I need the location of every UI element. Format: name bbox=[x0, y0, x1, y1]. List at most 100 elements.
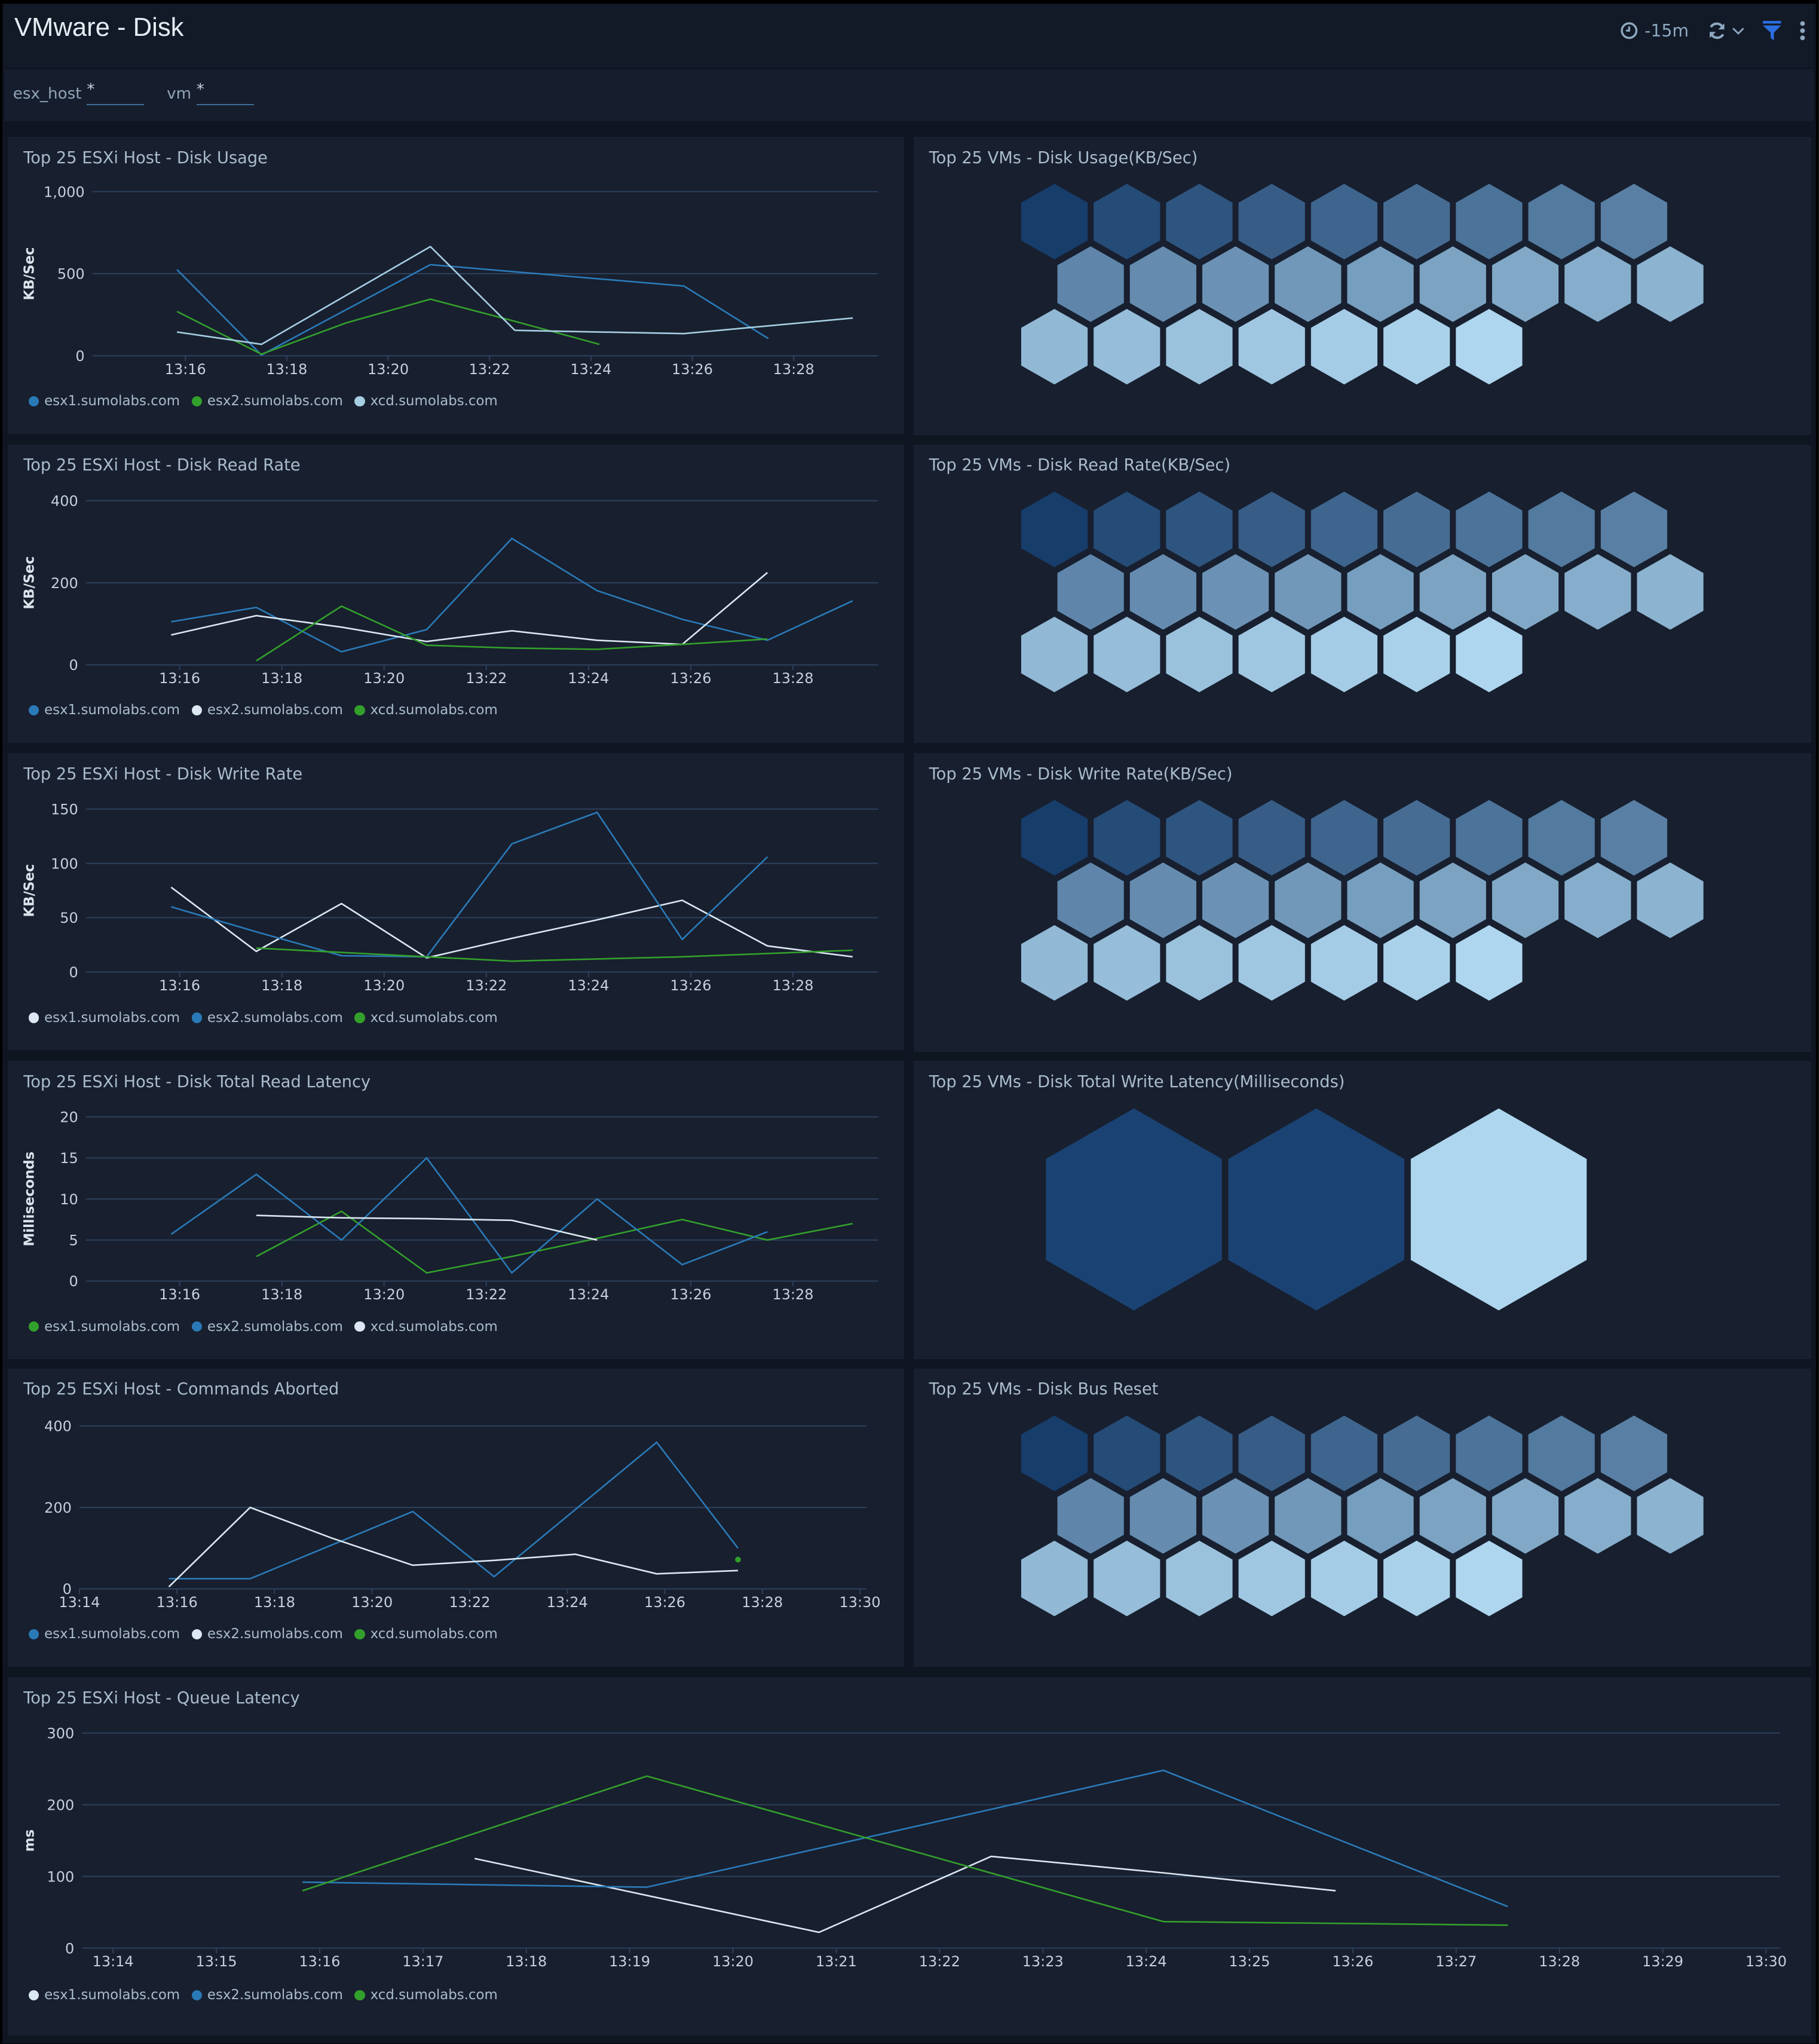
vm-hexagon[interactable] bbox=[1419, 862, 1486, 938]
series-line-esx2[interactable] bbox=[171, 571, 768, 645]
legend-item[interactable]: esx2.sumolabs.com bbox=[191, 702, 343, 718]
vm-hexagon[interactable] bbox=[1021, 616, 1088, 692]
series-line-esx1[interactable] bbox=[171, 537, 853, 653]
vm-hexagon[interactable] bbox=[1455, 925, 1523, 1001]
vm-hexagon[interactable] bbox=[1093, 491, 1160, 567]
legend-item[interactable]: xcd.sumolabs.com bbox=[354, 1626, 498, 1642]
vm-hexagon[interactable] bbox=[1238, 925, 1305, 1001]
legend-item[interactable]: esx1.sumolabs.com bbox=[28, 1010, 180, 1026]
vm-hexagon[interactable] bbox=[1021, 1540, 1088, 1616]
vm-hexagon[interactable] bbox=[1310, 1540, 1377, 1616]
legend-item[interactable]: esx1.sumolabs.com bbox=[28, 393, 180, 409]
vm-hexagon[interactable] bbox=[1093, 1415, 1160, 1491]
vm-hexagon[interactable] bbox=[1383, 1540, 1450, 1616]
vm-hexagon[interactable] bbox=[1238, 800, 1305, 876]
vm-hexagon[interactable] bbox=[1636, 862, 1704, 938]
legend-item[interactable]: xcd.sumolabs.com bbox=[354, 1319, 498, 1335]
vm-hexagon[interactable] bbox=[1093, 800, 1160, 876]
series-line-xcd[interactable] bbox=[256, 605, 768, 662]
vm-hexagon[interactable] bbox=[1310, 491, 1377, 567]
filter-icon[interactable] bbox=[1763, 21, 1781, 41]
vm-hexagon[interactable] bbox=[1165, 616, 1233, 692]
legend-item[interactable]: esx2.sumolabs.com bbox=[191, 393, 343, 409]
vm-hexagon[interactable] bbox=[1057, 1477, 1124, 1554]
vm-hexagon[interactable] bbox=[1165, 1540, 1233, 1616]
legend-item[interactable]: esx2.sumolabs.com bbox=[191, 1319, 343, 1335]
refresh-button[interactable] bbox=[1707, 21, 1745, 41]
vm-hexagon[interactable] bbox=[1165, 925, 1233, 1001]
vm-hexagon[interactable] bbox=[1528, 491, 1595, 567]
vm-hexagon[interactable] bbox=[1419, 246, 1486, 322]
vm-hexagon[interactable] bbox=[1228, 1108, 1404, 1311]
vm-hexagon[interactable] bbox=[1021, 183, 1088, 259]
vm-hexagon[interactable] bbox=[1165, 183, 1233, 259]
vm-hexagon[interactable] bbox=[1045, 1108, 1222, 1311]
vm-hexagon[interactable] bbox=[1021, 925, 1088, 1001]
series-line-esx2[interactable] bbox=[170, 1156, 768, 1274]
vm-input[interactable]: * bbox=[196, 81, 254, 106]
vm-hexagon[interactable] bbox=[1636, 246, 1704, 322]
vm-hexagon[interactable] bbox=[1419, 553, 1486, 630]
vm-hexagon[interactable] bbox=[1528, 183, 1595, 259]
vm-hexagon[interactable] bbox=[1383, 1415, 1450, 1491]
vm-hexagon[interactable] bbox=[1238, 183, 1305, 259]
legend-item[interactable]: esx1.sumolabs.com bbox=[28, 1626, 180, 1642]
vm-hexagon[interactable] bbox=[1528, 1415, 1595, 1491]
legend-item[interactable]: xcd.sumolabs.com bbox=[354, 702, 498, 718]
vm-hexagon[interactable] bbox=[1383, 616, 1450, 692]
time-range-button[interactable]: -15m bbox=[1620, 21, 1689, 41]
series-line-esx1[interactable] bbox=[176, 264, 769, 356]
vm-hexagon[interactable] bbox=[1455, 491, 1523, 567]
vm-hexagon[interactable] bbox=[1202, 553, 1269, 630]
vm-hexagon[interactable] bbox=[1274, 553, 1341, 630]
vm-hexagon[interactable] bbox=[1274, 862, 1341, 938]
vm-hexagon[interactable] bbox=[1129, 553, 1196, 630]
vm-hexagon[interactable] bbox=[1636, 1477, 1704, 1554]
vm-hexagon[interactable] bbox=[1600, 800, 1667, 876]
vm-hexagon[interactable] bbox=[1057, 862, 1124, 938]
legend-item[interactable]: xcd.sumolabs.com bbox=[354, 393, 498, 409]
vm-hexagon[interactable] bbox=[1238, 1415, 1305, 1491]
vm-hexagon[interactable] bbox=[1129, 246, 1196, 322]
series-line-xcd[interactable] bbox=[256, 1214, 598, 1241]
series-line-esx2[interactable] bbox=[302, 1770, 1508, 1908]
vm-hexagon[interactable] bbox=[1310, 183, 1377, 259]
series-line-esx1[interactable] bbox=[474, 1855, 1336, 1933]
vm-hexagon[interactable] bbox=[1383, 925, 1450, 1001]
series-line-esx1[interactable] bbox=[256, 1210, 853, 1274]
vm-hexagon[interactable] bbox=[1455, 183, 1523, 259]
vm-hexagon[interactable] bbox=[1383, 800, 1450, 876]
vm-hexagon[interactable] bbox=[1310, 616, 1377, 692]
more-vertical-icon[interactable] bbox=[1799, 21, 1806, 41]
vm-hexagon[interactable] bbox=[1346, 862, 1414, 938]
vm-hexagon[interactable] bbox=[1528, 800, 1595, 876]
esx-host-input[interactable]: * bbox=[87, 81, 145, 106]
vm-hexagon[interactable] bbox=[1492, 553, 1558, 630]
vm-hexagon[interactable] bbox=[1165, 491, 1233, 567]
legend-item[interactable]: esx2.sumolabs.com bbox=[191, 1626, 343, 1642]
vm-hexagon[interactable] bbox=[1202, 862, 1269, 938]
vm-hexagon[interactable] bbox=[1021, 800, 1088, 876]
vm-hexagon[interactable] bbox=[1455, 800, 1523, 876]
vm-hexagon[interactable] bbox=[1021, 1415, 1088, 1491]
vm-hexagon[interactable] bbox=[1093, 616, 1160, 692]
vm-hexagon[interactable] bbox=[1564, 553, 1631, 630]
chevron-down-icon[interactable] bbox=[1732, 26, 1745, 36]
vm-hexagon[interactable] bbox=[1419, 1477, 1486, 1554]
vm-hexagon[interactable] bbox=[1165, 1415, 1233, 1491]
vm-hexagon[interactable] bbox=[1021, 491, 1088, 567]
vm-hexagon[interactable] bbox=[1238, 491, 1305, 567]
vm-hexagon[interactable] bbox=[1202, 246, 1269, 322]
legend-item[interactable]: esx1.sumolabs.com bbox=[28, 1987, 180, 2003]
vm-hexagon[interactable] bbox=[1021, 308, 1088, 385]
vm-hexagon[interactable] bbox=[1564, 862, 1631, 938]
vm-hexagon[interactable] bbox=[1238, 1540, 1305, 1616]
series-line-esx2[interactable] bbox=[176, 298, 600, 355]
vm-hexagon[interactable] bbox=[1057, 246, 1124, 322]
vm-hexagon[interactable] bbox=[1383, 308, 1450, 385]
vm-hexagon[interactable] bbox=[1492, 246, 1558, 322]
vm-hexagon[interactable] bbox=[1165, 800, 1233, 876]
vm-hexagon[interactable] bbox=[1274, 1477, 1341, 1554]
vm-hexagon[interactable] bbox=[1383, 183, 1450, 259]
vm-hexagon[interactable] bbox=[1057, 553, 1124, 630]
